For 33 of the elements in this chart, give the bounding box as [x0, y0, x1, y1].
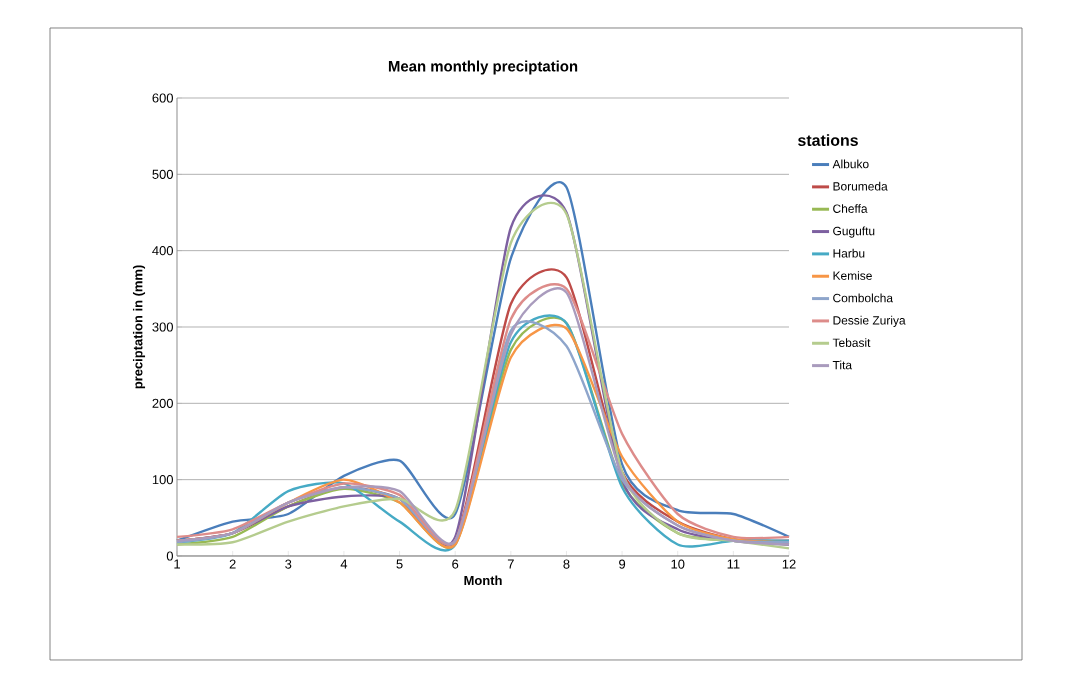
- legend-label: Borumeda: [833, 181, 888, 191]
- x-tick-label: 5: [396, 559, 403, 569]
- legend-label: Albuko: [832, 159, 869, 169]
- x-tick-label: 1: [174, 559, 180, 569]
- y-axis-title: preciptation in (mm): [132, 265, 146, 389]
- x-tick-label: 8: [563, 559, 570, 569]
- x-tick-label: 4: [340, 559, 348, 569]
- y-tick-label: 200: [152, 398, 173, 408]
- y-tick-label: 100: [152, 475, 173, 485]
- y-tick-label: 300: [152, 322, 173, 332]
- legend-label: Tebasit: [832, 338, 871, 347]
- legend-label: Guguftu: [833, 226, 875, 238]
- y-tick-label: 600: [152, 93, 173, 103]
- legend-label: Kemise: [833, 271, 872, 280]
- y-tick-label: 500: [152, 169, 173, 179]
- x-tick-label: 7: [507, 559, 514, 569]
- legend-label: Harbu: [833, 248, 865, 258]
- legend-label: Combolcha: [833, 293, 893, 303]
- legend-label: Dessie Zuriya: [833, 315, 906, 327]
- x-tick-label: 3: [285, 559, 292, 569]
- x-tick-label: 10: [671, 559, 685, 569]
- x-tick-label: 6: [452, 559, 459, 569]
- x-tick-label: 2: [229, 559, 236, 569]
- y-tick-label: 0: [166, 551, 173, 561]
- x-axis-title: Month: [464, 575, 502, 586]
- chart-title: Mean monthly preciptation: [388, 60, 578, 75]
- legend-label: Cheffa: [833, 204, 868, 213]
- x-tick-label: 11: [727, 559, 740, 569]
- x-tick-label: 9: [619, 559, 626, 569]
- legend-title: stations: [798, 134, 858, 146]
- legend-label: Tita: [832, 360, 853, 370]
- y-tick-label: 400: [152, 246, 173, 256]
- x-tick-label: 12: [782, 559, 796, 569]
